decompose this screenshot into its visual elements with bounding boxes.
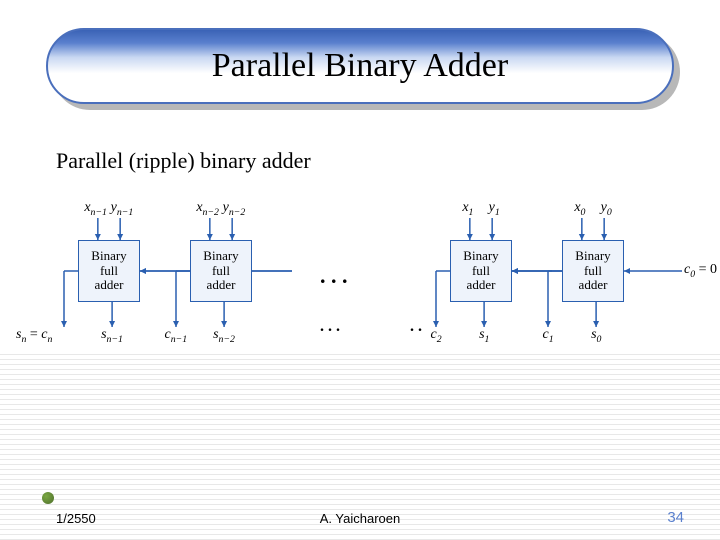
- title-shape: Parallel Binary Adder: [46, 28, 674, 104]
- slide: Parallel Binary Adder Parallel (ripple) …: [0, 0, 720, 540]
- diagram-label: c0 = 0: [684, 262, 717, 280]
- diagram-label: sn−1: [101, 327, 123, 345]
- diagram-label: c2: [431, 327, 442, 345]
- ellipsis: . . .: [320, 263, 348, 289]
- full-adder-block: Binary full adder: [78, 240, 140, 302]
- diagram-label: y1: [489, 200, 500, 218]
- full-adder-block: Binary full adder: [190, 240, 252, 302]
- title-text: Parallel Binary Adder: [212, 47, 508, 85]
- ellipsis: . . .: [320, 318, 340, 336]
- subtitle: Parallel (ripple) binary adder: [56, 148, 311, 174]
- diagram-label: sn = cn: [16, 327, 52, 345]
- footer-author: A. Yaicharoen: [0, 511, 720, 526]
- diagram-label: xn−2: [196, 200, 219, 218]
- bullet-decoration: [42, 492, 54, 504]
- ripple-adder-diagram: Binary full adder xn−1yn−1 sn−1 sn = cn Bina…: [0, 200, 720, 350]
- page-number: 34: [667, 509, 684, 526]
- diagram-label: y0: [601, 200, 612, 218]
- ellipsis: . .: [410, 318, 422, 336]
- diagram-label: x1: [462, 200, 473, 218]
- full-adder-block: Binary full adder: [562, 240, 624, 302]
- full-adder-block: Binary full adder: [450, 240, 512, 302]
- diagram-label: yn−2: [223, 200, 246, 218]
- diagram-label: s0: [591, 327, 601, 345]
- diagram-label: yn−1: [111, 200, 134, 218]
- diagram-label: xn−1: [84, 200, 107, 218]
- diagram-label: cn−1: [165, 327, 188, 345]
- diagram-label: s1: [479, 327, 489, 345]
- diagram-label: c1: [543, 327, 554, 345]
- title-bar: Parallel Binary Adder: [46, 28, 674, 104]
- diagram-label: sn−2: [213, 327, 235, 345]
- diagram-label: x0: [574, 200, 585, 218]
